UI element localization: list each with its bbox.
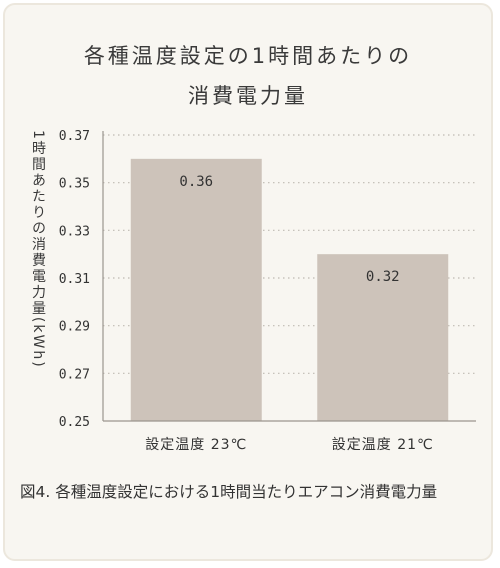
data-label: 0.32: [366, 269, 400, 285]
data-label: 0.36: [179, 174, 213, 190]
x-category-label: 設定温度 21℃: [332, 437, 434, 453]
y-axis-label: 1時間あたりの消費電力量(kWh): [30, 130, 46, 369]
figure-caption: 図4. 各種温度設定における1時間当たりエアコン消費電力量: [20, 483, 438, 501]
bar: [317, 254, 449, 421]
y-tick-label: 0.35: [59, 177, 90, 192]
y-tick-label: 0.37: [59, 129, 90, 144]
y-tick-label: 0.29: [59, 320, 90, 335]
bar-chart: 0.37 0.35 0.33 0.31 0.29 0.27 0.25 0.36 設定温度 23℃…: [59, 129, 476, 453]
y-tick-label: 0.31: [59, 272, 90, 287]
y-tick-label: 0.27: [59, 367, 90, 382]
chart-title-line-2: 消費電力量: [188, 84, 308, 108]
y-tick-label: 0.25: [59, 415, 90, 430]
chart-title-line-1: 各種温度設定の1時間あたりの: [83, 44, 413, 68]
bar: [130, 158, 262, 422]
x-category-label: 設定温度 23℃: [145, 437, 247, 453]
y-tick-label: 0.33: [59, 224, 90, 239]
chart-title: 各種温度設定の1時間あたりの 消費電力量: [0, 36, 496, 116]
